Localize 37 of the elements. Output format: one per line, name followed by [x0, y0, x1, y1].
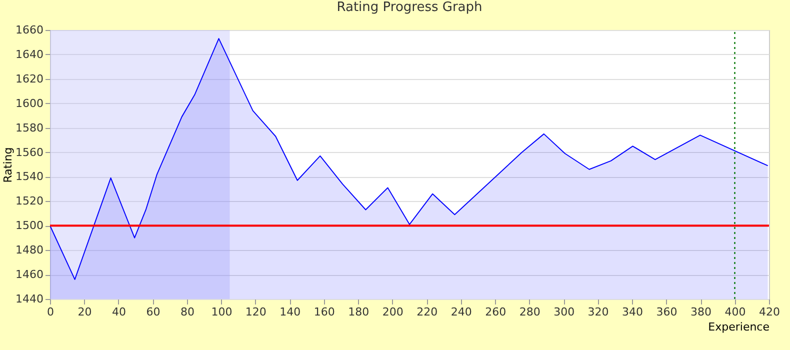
x-tick-label: 220	[416, 306, 438, 318]
x-tick-label: 100	[211, 306, 232, 318]
y-tick-label: 1440	[16, 292, 44, 306]
x-tick-label: 360	[656, 306, 678, 318]
y-tick-label: 1520	[16, 194, 44, 208]
y-tick-label: 1500	[16, 219, 44, 232]
y-tick-label: 1620	[16, 72, 44, 86]
y-tick-label: 1640	[16, 48, 44, 61]
x-tick-label: 140	[280, 306, 301, 318]
x-tick-label: 0	[47, 306, 54, 318]
x-tick-label: 320	[588, 306, 609, 318]
y-tick-label: 1480	[16, 244, 44, 257]
x-tick-label: 200	[382, 306, 404, 318]
x-tick-label: 20	[78, 306, 92, 318]
x-tick-label: 340	[622, 306, 644, 318]
y-tick-label: 1560	[16, 146, 44, 159]
x-tick-label: 420	[759, 306, 780, 318]
x-tick-label: 180	[348, 306, 370, 318]
x-tick-label: 400	[724, 306, 746, 318]
x-tick-label: 60	[146, 306, 160, 318]
x-tick-label: 40	[112, 306, 126, 318]
x-tick-label: 300	[554, 306, 575, 318]
x-tick-label: 160	[314, 306, 335, 318]
chart-title: Rating Progress Graph	[336, 0, 482, 15]
y-axis-title: Rating	[2, 147, 15, 183]
x-tick-label: 280	[519, 306, 540, 318]
x-tick-label: 380	[690, 306, 712, 318]
y-tick-label: 1660	[16, 24, 44, 36]
x-tick-label: 80	[180, 306, 194, 318]
y-tick-label: 1460	[16, 268, 44, 282]
x-tick-label: 240	[450, 306, 472, 318]
y-tick-label: 1580	[16, 121, 44, 134]
y-tick-label: 1540	[16, 170, 44, 184]
y-tick-label: 1600	[16, 96, 44, 110]
x-axis-title: Experience	[708, 320, 770, 334]
x-tick-label: 260	[485, 306, 506, 318]
x-tick-label: 120	[245, 306, 266, 318]
